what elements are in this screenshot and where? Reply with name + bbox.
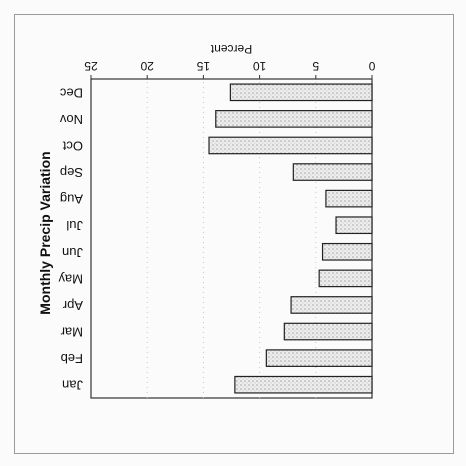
bar-apr [290,296,373,314]
bar-jul [335,216,373,235]
bar-feb [265,349,373,367]
bars [208,83,373,394]
y-tick-label: Apr [62,298,83,313]
tick-labels: 0 5 10 15 20 25 Jan Feb Mar Apr May Jun Jul Aug Sep Oct… [58,59,375,393]
bar-dec [229,83,373,102]
bar-aug [325,189,373,208]
y-tick-label: Mar [60,325,83,340]
y-tick-label: Aug [60,192,83,207]
y-tick-label: Oct [62,138,83,153]
bar-oct [208,136,373,155]
x-tick-label: 20 [140,59,154,73]
y-tick-label: Nov [59,112,83,127]
chart-title: Monthly Precip Variation [37,151,53,314]
y-tick-label: Jun [62,245,83,260]
plot-area [90,78,373,399]
bar-nov [215,110,373,128]
bar-jan [234,375,373,394]
y-tick-label: Feb [61,351,83,366]
chart-rotated-group: 0 5 10 15 20 25 Jan Feb Mar Apr May Jun Jul Aug Sep Oct… [58,42,375,399]
y-tick-label: Jul [66,218,83,233]
x-tick-label: 0 [368,59,375,73]
x-tick-label: 10 [253,59,267,73]
bar-sep [292,163,373,181]
x-axis-title: Percent [210,42,252,56]
y-tick-label: Jan [62,378,83,393]
y-tick-label: May [58,271,83,286]
y-tick-label: Sep [60,165,83,180]
x-tick-label: 5 [312,59,319,73]
x-tick-label: 25 [84,59,98,73]
bar-may [318,269,373,288]
gridlines [146,79,317,398]
y-tick-label: Dec [59,85,83,100]
bar-mar [283,322,373,341]
x-tick-label: 15 [196,59,210,73]
figure-frame [14,14,454,454]
bar-jun [321,242,373,261]
